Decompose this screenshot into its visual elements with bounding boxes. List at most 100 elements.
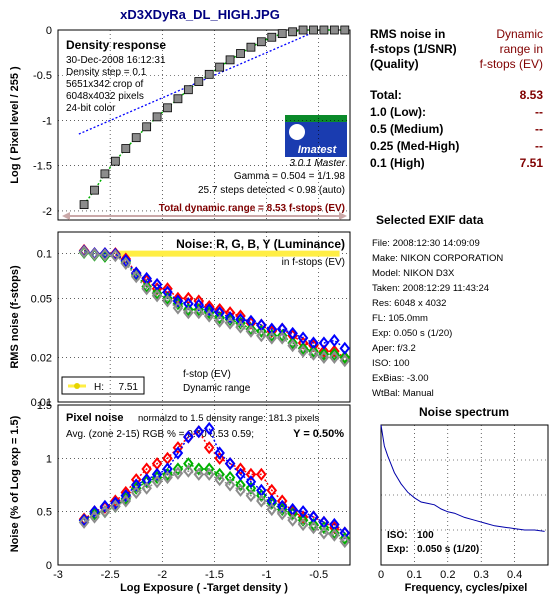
pixel-point <box>339 531 351 545</box>
exif-line: ISO: 100 <box>372 358 410 369</box>
noise-point <box>329 344 340 358</box>
rms-row-label: 0.25 (Med-High) <box>370 139 459 153</box>
exif-block: Selected EXIF data File: 2008:12:30 14:0… <box>372 213 503 399</box>
noise-note-1: f-stop (EV) <box>183 369 231 380</box>
pixel-point <box>245 489 257 503</box>
spectrum-exp-label: Exp: <box>387 544 409 555</box>
pixel-y-tick-label: 1 <box>46 453 52 465</box>
noise-point <box>297 331 309 345</box>
pixel-point <box>214 473 225 487</box>
noise-note-2: Dynamic range <box>183 383 251 394</box>
noise-point <box>318 347 330 361</box>
pixel-point <box>224 478 236 492</box>
density-point <box>173 94 183 104</box>
logo-sun <box>289 124 305 140</box>
noise-point <box>99 248 111 262</box>
density-info-2: Density step = 0.1 <box>66 67 147 78</box>
noise-point <box>193 306 205 320</box>
noise-y-tick-label: 0.02 <box>31 352 52 364</box>
spectrum-title: Noise spectrum <box>419 405 509 419</box>
pixel-point <box>276 499 288 513</box>
pixel-point <box>162 470 173 485</box>
pixel-series-line <box>83 427 346 534</box>
density-point <box>225 55 235 65</box>
spectrum-xlabel: Frequency, cycles/pixel <box>405 582 528 594</box>
spectrum-x-tick-label: 0.4 <box>507 569 522 581</box>
noise-point <box>120 253 132 268</box>
density-point <box>277 29 287 39</box>
rms-row-label: 0.5 (Medium) <box>370 122 443 136</box>
pixel-x-tick-label: -1 <box>262 569 272 581</box>
pixel-point <box>329 528 340 542</box>
spectrum-x-tick-label: 0.3 <box>474 569 489 581</box>
spectrum-exp-value: 0.050 s (1/20) <box>417 544 479 555</box>
pixel-point <box>99 499 111 513</box>
rms-row-value: -- <box>535 122 543 136</box>
pixel-x-tick-label: -3 <box>53 569 63 581</box>
pixel-point <box>110 496 121 510</box>
rms-row-value: -- <box>535 105 543 119</box>
pixel-point <box>339 534 351 549</box>
exif-line: Res: 6048 x 4032 <box>372 298 446 309</box>
density-point <box>79 200 89 210</box>
pixel-point <box>120 494 132 508</box>
pixel-point <box>318 521 330 535</box>
rms-col1-head-3: (Quality) <box>370 57 419 71</box>
noise-point <box>89 247 100 261</box>
pixel-point <box>266 502 278 517</box>
total-dr-text: Total dynamic range = 8.53 f-stops (EV) <box>159 203 345 214</box>
legend-value: 7.51 <box>119 382 139 393</box>
pixel-point <box>99 505 111 519</box>
rms-row-label: Total: <box>370 88 402 102</box>
rms-row-value: 8.53 <box>520 88 544 102</box>
noise-point <box>339 354 351 368</box>
noise-point <box>266 329 278 343</box>
pixel-y-tick-label: 1.5 <box>37 400 52 412</box>
noise-point <box>151 289 163 303</box>
pixel-ylabel: Noise (% of Log exp = 1.5) <box>9 415 21 552</box>
rms-col2-head-3: f-stops (EV) <box>480 57 543 71</box>
density-y-tick-label: 0 <box>46 25 52 37</box>
pixel-point <box>141 481 152 495</box>
dr-arrow-left-head <box>62 212 70 220</box>
pixel-point <box>245 481 257 495</box>
noise-point <box>318 336 330 350</box>
noise-point <box>318 344 330 358</box>
spectrum-iso-label: ISO: <box>387 530 408 541</box>
rms-col1-head-1: RMS noise in <box>370 27 445 41</box>
pixel-point <box>193 467 205 481</box>
pixel-point <box>162 467 173 481</box>
rms-col2-head-1: Dynamic <box>496 27 543 41</box>
pixel-point <box>276 507 288 521</box>
density-point <box>288 27 298 37</box>
legend-swatch-dot <box>74 383 80 389</box>
exif-line: FL: 105.0mm <box>372 313 428 324</box>
noise-point <box>214 314 225 328</box>
noise-point <box>245 324 257 338</box>
noise-point <box>120 256 132 270</box>
noise-point <box>183 302 194 317</box>
noise-subtitle: in f-stops (EV) <box>282 257 345 268</box>
pixel-x-tick-label: -0.5 <box>309 569 328 581</box>
pixel-point <box>287 513 298 527</box>
pixel-point <box>256 467 267 481</box>
pixel-point <box>203 441 215 455</box>
density-info-1: 30-Dec-2008 16:12:31 <box>66 55 166 66</box>
noise-y-tick-label: 0.05 <box>31 293 52 305</box>
noise-point <box>329 350 340 364</box>
noise-point <box>318 350 330 364</box>
rms-row-value: 7.51 <box>520 156 544 170</box>
density-point <box>110 156 120 166</box>
noise-point <box>276 331 288 345</box>
pixel-point <box>235 483 246 497</box>
logo-green-stripe <box>285 115 347 122</box>
noise-point <box>276 329 288 343</box>
imatest-logo: Imatest <box>285 115 347 157</box>
pixel-point <box>203 462 215 476</box>
spectrum-panel: Noise spectrum 0 0.1 0.2 0.3 0.4 ISO: 100 Ex… <box>378 405 549 594</box>
pixel-point <box>183 457 194 471</box>
dynamic-range-arrow <box>62 212 347 220</box>
pixel-point <box>224 457 236 471</box>
pixel-point <box>120 489 132 503</box>
density-point <box>246 42 256 52</box>
